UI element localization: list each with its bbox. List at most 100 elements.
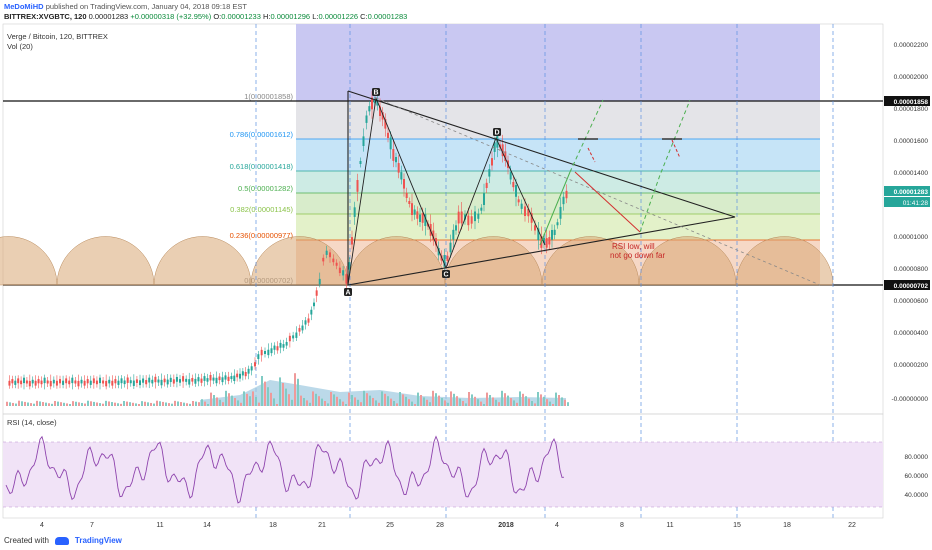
candle-body: [501, 144, 504, 157]
close-label: C:: [360, 12, 368, 21]
candle-body: [83, 380, 86, 386]
candle-body: [209, 375, 212, 381]
candle-body: [25, 380, 28, 384]
triangle-pattern: [347, 90, 736, 286]
candle-body: [68, 380, 71, 385]
cycle-arc: [541, 236, 640, 286]
candle-body: [105, 380, 108, 387]
volume-bars: [6, 373, 569, 406]
volume-bar: [207, 404, 209, 406]
symbol-name[interactable]: BITTREX:XVGBTC, 120: [4, 12, 87, 21]
cycle-arc: [444, 236, 543, 286]
volume-bar: [318, 396, 320, 406]
candle-body: [169, 377, 172, 383]
volume-bar: [99, 403, 101, 406]
candle-body: [49, 380, 52, 387]
candle-body: [166, 379, 169, 385]
volume-bar: [234, 398, 236, 406]
candle-body: [389, 137, 392, 150]
volume-bar: [225, 390, 227, 406]
volume-bar: [12, 402, 14, 406]
price-tick: 0.00001000: [894, 234, 929, 241]
high-label: H:: [262, 12, 271, 21]
volume-bar: [360, 402, 362, 406]
low-value: 0.00001226: [318, 12, 359, 21]
volume-bar: [531, 401, 533, 406]
candle-body: [373, 100, 376, 104]
candle-body: [493, 142, 496, 152]
volume-bar: [312, 391, 314, 406]
volume-bar: [453, 393, 455, 406]
candle-body: [474, 211, 476, 222]
candle-body: [132, 380, 135, 386]
candle-body: [95, 380, 98, 385]
time-tick: 2018: [498, 522, 514, 529]
candle-body: [298, 328, 301, 332]
candle-body: [179, 379, 181, 383]
tradingview-brand[interactable]: TradingView: [74, 536, 122, 545]
candle-body: [509, 172, 512, 180]
candle-body: [135, 379, 138, 383]
candle-body: [145, 380, 148, 385]
candle-body: [527, 208, 530, 217]
author-link[interactable]: MeDoMiHD: [4, 2, 44, 11]
candle-body: [392, 149, 395, 161]
candle-body: [89, 380, 92, 385]
volume-bar: [45, 402, 47, 406]
volume-bar: [33, 403, 35, 406]
candle-body: [559, 206, 562, 219]
axes: 0.00002200 0.00002000 0.00001800 0.00001600…: [40, 42, 930, 529]
volume-bar: [474, 396, 476, 406]
volume-bar: [363, 390, 365, 406]
fib-label: 0.618(0.00001418): [230, 162, 294, 171]
created-with-text: Created with: [4, 536, 49, 545]
volume-bar: [102, 403, 104, 406]
price-tick: 0.00002200: [894, 42, 929, 49]
candle-body: [276, 346, 279, 351]
candle-body: [11, 379, 14, 384]
candle-body: [504, 151, 507, 161]
volume-bar: [477, 399, 479, 406]
time-tick: 4: [555, 522, 559, 529]
candle-body: [477, 213, 480, 219]
candle-body: [351, 237, 353, 245]
candle-body: [515, 185, 517, 197]
price-tick: 0.00000200: [894, 362, 929, 369]
point-label: A: [345, 290, 350, 297]
volume-bar: [369, 395, 371, 406]
volume-bar: [504, 393, 506, 406]
candle-body: [403, 179, 405, 189]
last-price: 0.00001283: [88, 12, 129, 21]
volume-bar: [471, 394, 473, 406]
candlesticks: [8, 91, 568, 390]
candle-body: [338, 267, 341, 274]
candle-body: [520, 203, 523, 209]
volume-bar: [483, 404, 485, 406]
candle-body: [203, 376, 206, 381]
volume-bar: [276, 404, 278, 406]
candle-body: [117, 380, 120, 385]
time-tick: 21: [318, 522, 326, 529]
candle-body: [264, 351, 266, 354]
candle-body: [530, 213, 533, 223]
volume-bar: [450, 391, 452, 406]
volume-bar: [84, 403, 86, 406]
volume-bar: [333, 394, 335, 406]
candle-body: [239, 373, 241, 379]
price-chart[interactable]: 1(0.00001858) 0.786(0.00001612) 0.618(0.00…: [0, 0, 932, 530]
volume-bar: [120, 403, 122, 406]
rsi-line: [5, 435, 565, 504]
volume-bar: [288, 394, 290, 406]
cycle-arc: [153, 236, 252, 286]
candle-body: [40, 380, 43, 385]
volume-bar: [75, 401, 77, 406]
candle-body: [148, 377, 151, 383]
candle-body: [524, 206, 526, 216]
volume-bar: [300, 395, 302, 406]
volume-bar: [132, 402, 134, 406]
price-tick: 0.00001400: [894, 170, 929, 177]
abcd-pattern: [347, 96, 546, 286]
volume-bar: [489, 395, 491, 406]
point-marker: [493, 128, 501, 136]
price-highlight: [884, 280, 930, 290]
